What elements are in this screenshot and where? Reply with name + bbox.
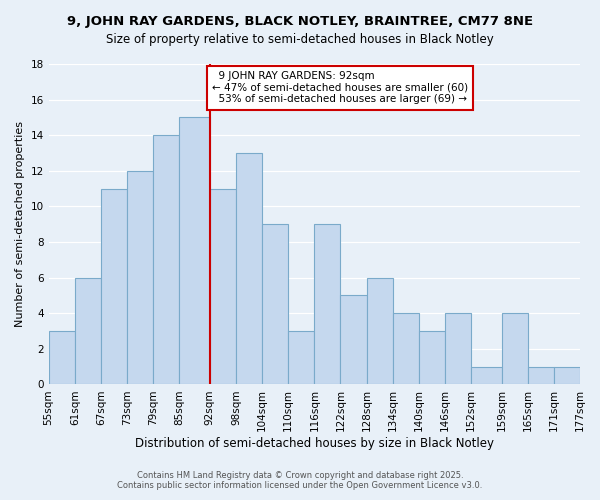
Bar	[471, 366, 502, 384]
Bar	[445, 313, 471, 384]
Bar	[419, 331, 445, 384]
Bar	[367, 278, 393, 384]
Bar	[502, 313, 528, 384]
Bar	[49, 331, 75, 384]
Bar	[528, 366, 554, 384]
Bar	[288, 331, 314, 384]
Text: 9 JOHN RAY GARDENS: 92sqm
← 47% of semi-detached houses are smaller (60)
  53% o: 9 JOHN RAY GARDENS: 92sqm ← 47% of semi-…	[212, 71, 468, 104]
Text: Size of property relative to semi-detached houses in Black Notley: Size of property relative to semi-detach…	[106, 32, 494, 46]
Bar	[101, 188, 127, 384]
Bar	[554, 366, 580, 384]
Bar	[262, 224, 288, 384]
X-axis label: Distribution of semi-detached houses by size in Black Notley: Distribution of semi-detached houses by …	[135, 437, 494, 450]
Bar	[340, 296, 367, 384]
Text: Contains HM Land Registry data © Crown copyright and database right 2025.
Contai: Contains HM Land Registry data © Crown c…	[118, 470, 482, 490]
Bar	[236, 153, 262, 384]
Bar	[210, 188, 236, 384]
Bar	[75, 278, 101, 384]
Bar	[153, 135, 179, 384]
Bar	[179, 118, 210, 384]
Text: 9, JOHN RAY GARDENS, BLACK NOTLEY, BRAINTREE, CM77 8NE: 9, JOHN RAY GARDENS, BLACK NOTLEY, BRAIN…	[67, 15, 533, 28]
Bar	[314, 224, 340, 384]
Bar	[393, 313, 419, 384]
Y-axis label: Number of semi-detached properties: Number of semi-detached properties	[15, 121, 25, 327]
Bar	[127, 171, 153, 384]
